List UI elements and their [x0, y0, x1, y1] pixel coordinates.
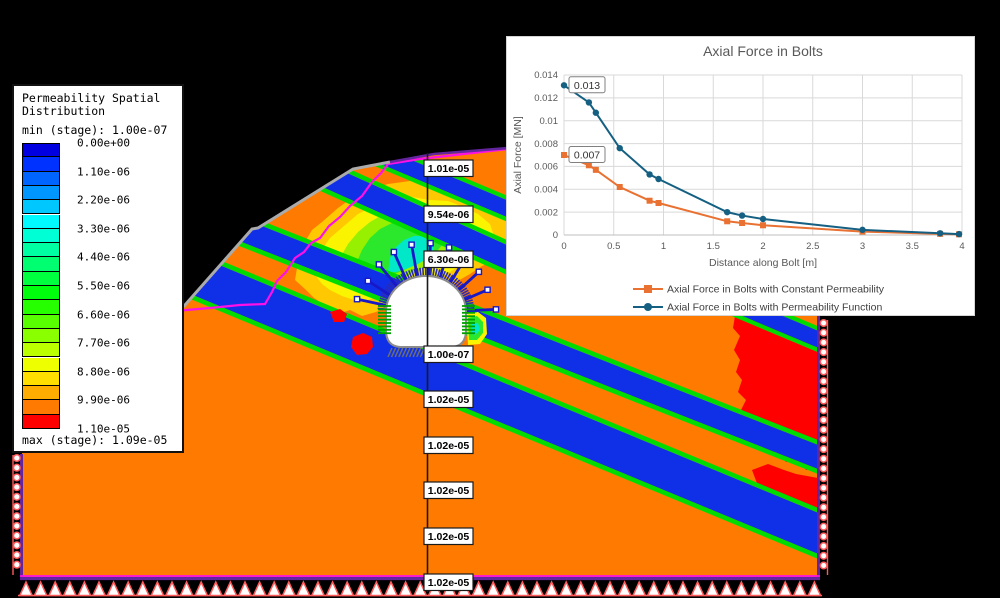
tunnel-wall-support-hatch [378, 305, 475, 335]
query-value-box[interactable] [423, 481, 474, 500]
query-value-box[interactable] [423, 573, 474, 592]
y-tick-label: 0.006 [534, 162, 558, 173]
legend-scale-label: 1.10e-06 [77, 165, 130, 179]
legend-scale-cell [22, 157, 60, 172]
query-value-box[interactable] [423, 159, 474, 178]
legend-scale-cell [22, 143, 60, 158]
legend-scale-cell [22, 185, 60, 201]
red-spots-near-tunnel [330, 309, 373, 355]
legend-scale-label: 3.30e-06 [77, 222, 130, 236]
data-label: 0.013 [568, 76, 606, 94]
x-tick-label: 4 [959, 241, 964, 252]
water-table-line [119, 147, 509, 324]
legend-scale-label: 7.70e-06 [77, 336, 130, 350]
legend-scale-cell [22, 328, 60, 344]
legend-scale-cell [22, 171, 60, 186]
legend-scale-cell [22, 271, 60, 286]
y-tick-label: 0.008 [534, 139, 558, 150]
axial-force-chart: 0 0.5 1 1.5 2 2.5 3 3.5 4 0 0.002 0.004 0.006 0.008 0.… [512, 43, 965, 314]
model-boundaries [20, 132, 820, 581]
svg-text:0.007: 0.007 [574, 150, 600, 162]
legend-scale-label: 4.40e-06 [77, 250, 130, 264]
legend-max-value: max (stage): 1.09e-05 [22, 433, 168, 447]
chart-legend-label: Axial Force in Bolts with Constant Perme… [667, 284, 885, 296]
y-tick-label: 0.004 [534, 184, 558, 195]
legend-scale-cell [22, 286, 60, 301]
query-value-text: 6.30e-06 [428, 254, 470, 266]
x-tick-label: 3 [860, 241, 865, 252]
y-tick-label: 0 [553, 230, 558, 241]
legend-min-value: min (stage): 1.00e-07 [22, 123, 168, 137]
legend-scale-label: 1.10e-05 [77, 422, 130, 436]
joint-band-c [22, 160, 818, 578]
x-tick-label: 0 [561, 241, 566, 252]
x-tick-label: 2.5 [806, 241, 819, 252]
legend-scale-cell [22, 228, 60, 244]
query-value-text: 1.02e-05 [428, 485, 470, 497]
legend-scale-cell [22, 214, 60, 229]
legend-scale-cell [22, 243, 60, 258]
legend-scale-label: 0.00e+00 [77, 136, 130, 150]
chart-title: Axial Force in Bolts [703, 43, 823, 59]
x-tick-label: 2 [760, 241, 765, 252]
x-tick-label: 1.5 [707, 241, 720, 252]
chart-legend-label: Axial Force in Bolts with Permeability F… [667, 302, 882, 314]
data-label: 0.007 [568, 146, 606, 163]
x-axis-title: Distance along Bolt [m] [709, 257, 817, 269]
legend-scale-cell [22, 386, 60, 401]
y-tick-label: 0.01 [540, 116, 559, 127]
boundary-condition-markers [12, 318, 829, 597]
y-axis-title: Axial Force [MN] [512, 116, 524, 194]
query-value-box[interactable] [423, 527, 474, 546]
query-value-box[interactable] [423, 390, 474, 409]
query-value-text: 1.01e-05 [428, 163, 470, 175]
legend-color-scale: 0.00e+00 1.10e-06 2.20e-06 3.30e-06 4.40e-06… [22, 137, 178, 436]
y-tick-label: 0.012 [534, 93, 558, 104]
chart-series-permeability-function [560, 82, 963, 238]
query-value-text: 1.02e-05 [428, 440, 470, 452]
query-value-box[interactable] [423, 250, 474, 269]
query-line-group: 1.01e-05 9.54e-06 6.30e-06 1.00e-07 1.02e-05… [423, 153, 474, 592]
legend-scale-cell [22, 414, 60, 429]
query-value-text: 1.02e-05 [428, 577, 470, 589]
legend-scale-cell [22, 257, 60, 272]
x-tick-label: 1 [661, 241, 666, 252]
query-value-box[interactable] [423, 436, 474, 455]
legend-scale-label: 6.60e-06 [77, 308, 130, 322]
legend-scale-cell [22, 314, 60, 329]
tunnel-opening [385, 275, 467, 348]
legend-title: Permeability Spatial Distribution [22, 91, 161, 118]
y-tick-label: 0.002 [534, 207, 558, 218]
svg-text:0.013: 0.013 [574, 80, 600, 92]
legend-scale-label: 2.20e-06 [77, 193, 130, 207]
legend-scale-cell [22, 357, 60, 372]
query-value-text: 9.54e-06 [428, 209, 470, 221]
x-tick-label: 3.5 [906, 241, 919, 252]
legend-scale-label: 9.90e-06 [77, 393, 130, 407]
chart-series-constant-permeability [561, 152, 963, 238]
chart-panel: 0 0.5 1 1.5 2 2.5 3 3.5 4 0 0.002 0.004 0.006 0.008 0.… [506, 36, 975, 316]
legend-scale-cell [22, 200, 60, 215]
query-value-text: 1.00e-07 [428, 349, 470, 361]
legend-scale-cell [22, 371, 60, 387]
legend-scale-cell [22, 300, 60, 315]
legend-scale-cell [22, 343, 60, 358]
chart-legend: Axial Force in Bolts with Constant Perme… [632, 284, 885, 314]
legend-scale-label: 5.50e-06 [77, 279, 130, 293]
query-value-text: 1.02e-05 [428, 394, 470, 406]
chart-tick-labels: 0 0.5 1 1.5 2 2.5 3 3.5 4 0 0.002 0.004 0.006 0.008 0.… [534, 70, 964, 252]
legend-scale-cell [22, 400, 60, 415]
query-value-box[interactable] [423, 205, 474, 224]
query-value-box[interactable] [423, 345, 474, 364]
y-tick-label: 0.014 [534, 70, 558, 81]
chart-gridlines [563, 74, 963, 236]
legend-scale-label: 8.80e-06 [77, 365, 130, 379]
query-value-text: 1.02e-05 [428, 531, 470, 543]
x-tick-label: 0.5 [607, 241, 620, 252]
legend-panel: Permeability Spatial Distribution min (s… [12, 84, 184, 453]
